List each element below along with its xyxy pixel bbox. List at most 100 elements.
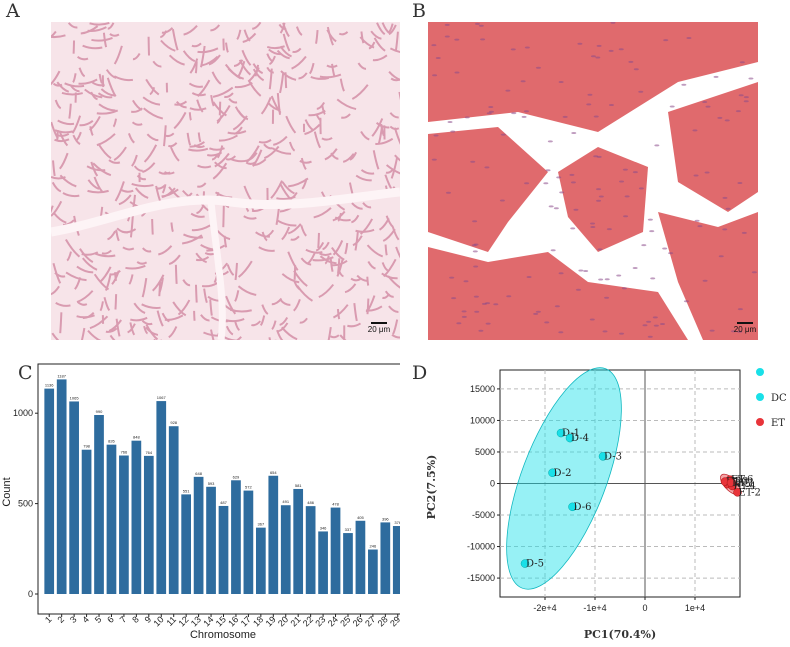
- nucleus: [663, 39, 669, 42]
- fiber-strand: [317, 232, 320, 248]
- nucleus: [535, 66, 541, 69]
- fiber-strand: [316, 102, 326, 110]
- fiber-strand: [189, 58, 199, 74]
- fiber-strand: [108, 159, 121, 164]
- nucleus: [511, 112, 517, 115]
- nucleus: [474, 310, 480, 313]
- nucleus: [478, 329, 484, 332]
- fiber-strand: [224, 92, 234, 98]
- nucleus: [641, 244, 647, 247]
- nucleus: [739, 61, 745, 64]
- histology-b-fascicle-2: [428, 127, 548, 252]
- nucleus: [545, 169, 551, 172]
- nucleus: [606, 228, 612, 231]
- fiber-strand: [375, 122, 390, 129]
- nucleus: [737, 330, 743, 333]
- fiber-strand: [212, 162, 228, 180]
- nucleus: [669, 105, 675, 108]
- fiber-strand: [222, 205, 225, 228]
- bar: [293, 488, 304, 594]
- bar-value-label: 478: [332, 502, 339, 507]
- fiber-strand: [201, 55, 219, 67]
- bar-value-label: 487: [220, 500, 227, 505]
- fiber-strand: [168, 326, 178, 339]
- bar-value-label: 593: [208, 481, 215, 486]
- pca-point: [548, 468, 557, 478]
- fiber-strand: [324, 255, 330, 265]
- fiber-strand: [273, 135, 288, 146]
- pca-point: [726, 478, 736, 488]
- fiber-strand: [105, 69, 117, 79]
- fiber-strand: [293, 265, 297, 280]
- fiber-strand: [381, 272, 398, 280]
- fiber-strand: [313, 207, 332, 219]
- fiber-strand: [142, 162, 156, 173]
- nucleus: [550, 249, 556, 252]
- fiber-strand: [279, 299, 291, 306]
- nucleus: [593, 115, 599, 118]
- fiber-strand: [225, 42, 229, 53]
- fiber-strand: [175, 101, 187, 109]
- fiber-strand: [170, 146, 180, 162]
- fiber-strand: [351, 202, 363, 210]
- nucleus: [619, 180, 625, 183]
- fiber-strand: [87, 329, 102, 340]
- nucleus: [472, 250, 478, 253]
- nucleus: [741, 231, 747, 234]
- fiber-strand: [97, 143, 112, 160]
- fiber-strand: [279, 182, 293, 201]
- fiber-strand: [87, 179, 100, 190]
- fiber-strand: [199, 45, 206, 68]
- fiber-strand: [288, 177, 309, 188]
- x-tick-label: 7: [118, 614, 129, 625]
- nucleus: [505, 89, 511, 92]
- fiber-strand: [245, 161, 256, 165]
- nucleus: [433, 134, 439, 137]
- nucleus: [478, 24, 484, 27]
- nucleus: [738, 94, 744, 97]
- fiber-strand: [86, 165, 106, 172]
- nucleus: [587, 93, 593, 96]
- fiber-strand: [76, 290, 94, 303]
- fiber-strand: [370, 30, 382, 40]
- fiber-strand: [228, 98, 238, 104]
- fiber-strand: [300, 224, 307, 237]
- pca-x-title: PC1(70.4%): [584, 628, 656, 641]
- fiber-strand: [331, 259, 348, 267]
- fiber-strand: [276, 49, 290, 60]
- pca-point: [598, 452, 608, 461]
- fiber-strand: [89, 22, 110, 26]
- fiber-strand: [305, 248, 323, 254]
- bar: [44, 388, 55, 594]
- fiber-strand: [142, 247, 152, 253]
- nucleus: [435, 57, 441, 60]
- fiber-strand: [82, 311, 95, 319]
- fiber-strand: [133, 165, 143, 172]
- pca-point: [520, 559, 530, 568]
- pca-y-title: PC2(7.5%): [425, 455, 438, 520]
- fiber-strand: [392, 319, 399, 335]
- bar-chart-x-axis: 1 2 3 4 5 6 7 8 91011121314151617181920212223242…: [43, 614, 400, 628]
- nucleus: [596, 199, 602, 202]
- bar: [94, 415, 104, 594]
- fiber-strand: [279, 317, 289, 326]
- fiber-strand: [87, 189, 109, 194]
- nucleus: [589, 318, 595, 321]
- legend-swatch: [756, 418, 764, 426]
- fiber-strand: [161, 27, 174, 34]
- fiber-strand: [388, 24, 397, 36]
- fiber-strand: [293, 270, 308, 287]
- fiber-strand: [67, 22, 78, 29]
- fiber-strand: [360, 31, 365, 44]
- x-tick-label: 1: [43, 614, 54, 625]
- pca-point: [568, 502, 577, 512]
- fiber-strand: [319, 252, 332, 256]
- pca-y-tick-label: -5000: [472, 510, 495, 520]
- fiber-strand: [65, 271, 87, 282]
- fiber-strand: [188, 147, 209, 152]
- fiber-strand: [193, 144, 205, 149]
- nucleus: [713, 75, 719, 78]
- fiber-strand: [225, 295, 237, 315]
- fiber-strand: [381, 22, 390, 34]
- bar: [231, 480, 241, 594]
